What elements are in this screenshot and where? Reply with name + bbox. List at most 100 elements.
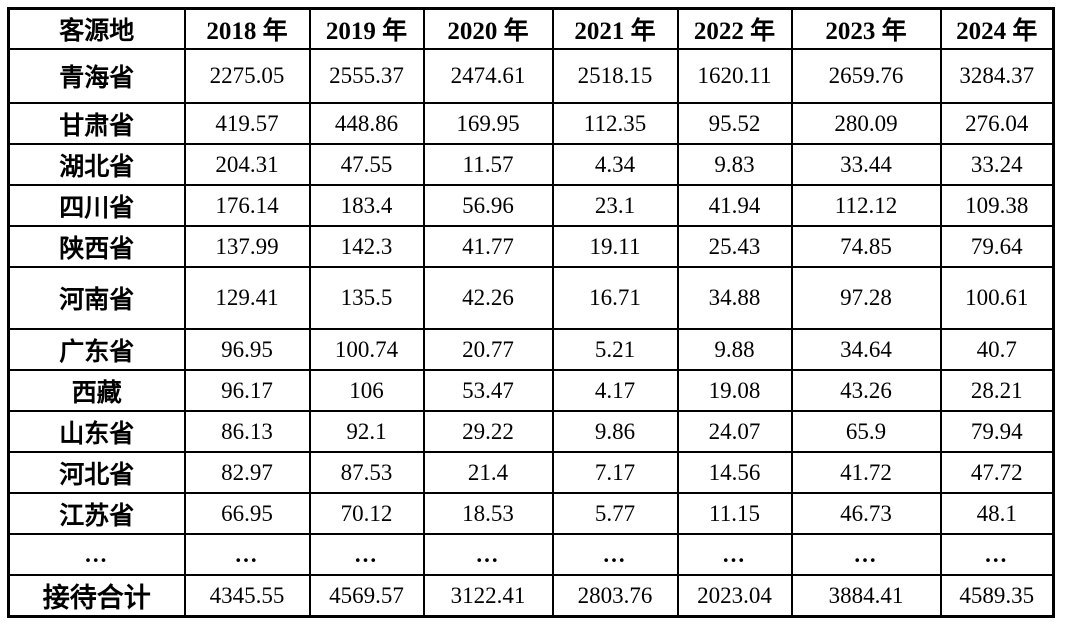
row-label: 河南省 <box>7 266 186 330</box>
row-label: 西藏 <box>7 369 186 412</box>
data-cell: 2023.04 <box>676 574 793 618</box>
data-cell: 70.12 <box>308 492 425 535</box>
data-cell: 47.55 <box>308 143 425 186</box>
data-cell: 4345.55 <box>183 574 311 618</box>
data-cell: 169.95 <box>422 102 554 145</box>
table-row: 接待合计 4345.55 4569.57 3122.41 2803.76 2023.04 3… <box>7 574 1055 618</box>
data-cell: 4589.35 <box>939 574 1055 618</box>
table-row: 河北省 82.97 87.53 21.4 7.17 14.56 41.72 47.72 <box>7 451 1055 494</box>
data-cell: 419.57 <box>183 102 311 145</box>
data-cell: 24.07 <box>676 410 793 453</box>
data-cell: ... <box>183 533 311 576</box>
row-label: 四川省 <box>7 184 186 227</box>
data-cell: 87.53 <box>308 451 425 494</box>
data-cell: 2555.37 <box>308 48 425 104</box>
data-cell: 11.15 <box>676 492 793 535</box>
data-cell: 28.21 <box>939 369 1055 412</box>
data-cell: 2275.05 <box>183 48 311 104</box>
data-cell: 96.17 <box>183 369 311 412</box>
table-body: 青海省 2275.05 2555.37 2474.61 2518.15 1620.11 26… <box>7 48 1055 618</box>
data-cell: 47.72 <box>939 451 1055 494</box>
row-label: 山东省 <box>7 410 186 453</box>
table-row: 广东省 96.95 100.74 20.77 5.21 9.88 34.64 40.7 <box>7 328 1055 371</box>
data-cell: 3284.37 <box>939 48 1055 104</box>
row-label: ... <box>7 533 186 576</box>
header-cell-year: 2019 年 <box>308 7 425 50</box>
data-cell: 176.14 <box>183 184 311 227</box>
data-cell: 41.77 <box>422 225 554 268</box>
data-cell: 106 <box>308 369 425 412</box>
data-cell: 82.97 <box>183 451 311 494</box>
header-cell-year: 2024 年 <box>939 7 1055 50</box>
data-cell: 100.74 <box>308 328 425 371</box>
data-cell: 112.12 <box>790 184 942 227</box>
table-row: 湖北省 204.31 47.55 11.57 4.34 9.83 33.44 33.24 <box>7 143 1055 186</box>
data-cell: 4.34 <box>551 143 679 186</box>
data-cell: 112.35 <box>551 102 679 145</box>
data-cell: 96.95 <box>183 328 311 371</box>
data-cell: 65.9 <box>790 410 942 453</box>
data-cell: 29.22 <box>422 410 554 453</box>
data-cell: 79.64 <box>939 225 1055 268</box>
row-label: 河北省 <box>7 451 186 494</box>
data-cell: 33.44 <box>790 143 942 186</box>
data-cell: 42.26 <box>422 266 554 330</box>
table-row: ........................ <box>7 533 1055 576</box>
data-cell: 53.47 <box>422 369 554 412</box>
data-cell: 23.1 <box>551 184 679 227</box>
header-cell-source-region: 客源地 <box>7 7 186 50</box>
data-cell: 11.57 <box>422 143 554 186</box>
data-cell: 9.83 <box>676 143 793 186</box>
data-cell: ... <box>551 533 679 576</box>
data-cell: 33.24 <box>939 143 1055 186</box>
table-row: 陕西省 137.99 142.3 41.77 19.11 25.43 74.85 79.64 <box>7 225 1055 268</box>
data-cell: 4569.57 <box>308 574 425 618</box>
data-cell: 448.86 <box>308 102 425 145</box>
data-cell: 66.95 <box>183 492 311 535</box>
data-cell: ... <box>308 533 425 576</box>
data-cell: 2803.76 <box>551 574 679 618</box>
data-cell: 142.3 <box>308 225 425 268</box>
row-label: 陕西省 <box>7 225 186 268</box>
header-cell-year: 2023 年 <box>790 7 942 50</box>
table-row: 江苏省 66.95 70.12 18.53 5.77 11.15 46.73 48.1 <box>7 492 1055 535</box>
data-cell: 276.04 <box>939 102 1055 145</box>
data-cell: 92.1 <box>308 410 425 453</box>
data-cell: 135.5 <box>308 266 425 330</box>
data-cell: 21.4 <box>422 451 554 494</box>
table-row: 山东省 86.13 92.1 29.22 9.86 24.07 65.9 79.94 <box>7 410 1055 453</box>
data-cell: 43.26 <box>790 369 942 412</box>
data-cell: 4.17 <box>551 369 679 412</box>
data-cell: 7.17 <box>551 451 679 494</box>
data-cell: 41.94 <box>676 184 793 227</box>
data-cell: 41.72 <box>790 451 942 494</box>
data-cell: 34.88 <box>676 266 793 330</box>
data-cell: 5.77 <box>551 492 679 535</box>
table-row: 西藏 96.17 106 53.47 4.17 19.08 43.26 28.21 <box>7 369 1055 412</box>
data-cell: 18.53 <box>422 492 554 535</box>
header-cell-year: 2020 年 <box>422 7 554 50</box>
data-cell: 183.4 <box>308 184 425 227</box>
data-cell: 16.71 <box>551 266 679 330</box>
data-cell: 9.86 <box>551 410 679 453</box>
table-row: 青海省 2275.05 2555.37 2474.61 2518.15 1620.11 26… <box>7 48 1055 104</box>
data-cell: 129.41 <box>183 266 311 330</box>
data-cell: 14.56 <box>676 451 793 494</box>
data-cell: 204.31 <box>183 143 311 186</box>
table-row: 甘肃省 419.57 448.86 169.95 112.35 95.52 280.09 27… <box>7 102 1055 145</box>
data-cell: ... <box>939 533 1055 576</box>
data-cell: 137.99 <box>183 225 311 268</box>
data-cell: 86.13 <box>183 410 311 453</box>
data-cell: 2659.76 <box>790 48 942 104</box>
row-label: 甘肃省 <box>7 102 186 145</box>
data-cell: 74.85 <box>790 225 942 268</box>
data-cell: 20.77 <box>422 328 554 371</box>
data-cell: 95.52 <box>676 102 793 145</box>
data-cell: 56.96 <box>422 184 554 227</box>
data-cell: 2518.15 <box>551 48 679 104</box>
data-cell: 2474.61 <box>422 48 554 104</box>
data-cell: 48.1 <box>939 492 1055 535</box>
